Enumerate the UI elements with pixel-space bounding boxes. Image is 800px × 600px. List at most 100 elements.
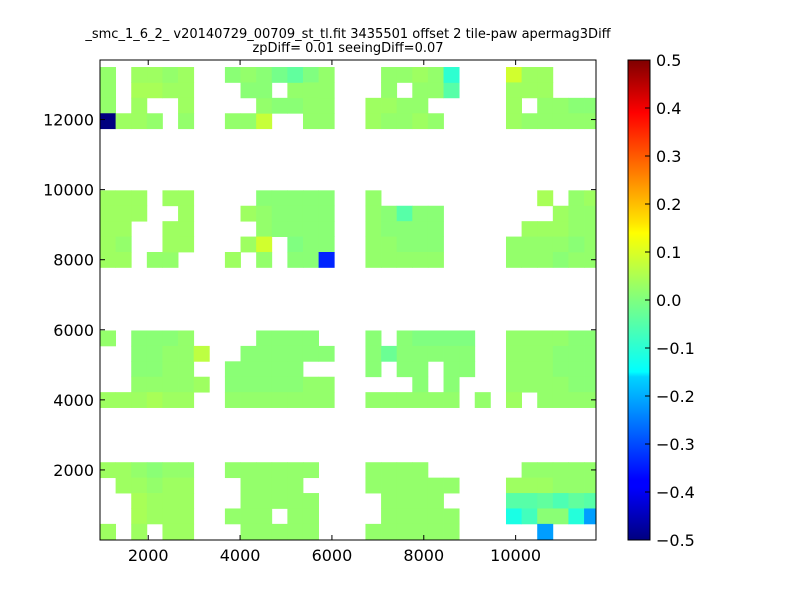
heatmap-cell — [240, 523, 257, 540]
heatmap-cell — [146, 376, 163, 393]
heatmap-cell — [302, 205, 319, 222]
heatmap-cell — [568, 97, 585, 114]
heatmap-cell — [146, 493, 163, 509]
heatmap-cell — [427, 345, 444, 362]
heatmap-cell — [443, 361, 460, 378]
heatmap-cell — [224, 67, 241, 83]
heatmap-cell — [365, 523, 382, 540]
heatmap-cell — [412, 236, 429, 253]
colorbar-tick-label: 0.0 — [656, 291, 681, 310]
heatmap-cell — [100, 113, 117, 130]
heatmap-cell — [396, 477, 413, 494]
heatmap-cell — [505, 477, 522, 494]
heatmap-cell — [381, 508, 398, 525]
y-tick-label: 6000 — [53, 321, 94, 340]
heatmap-cell — [584, 236, 597, 253]
heatmap-cell — [131, 205, 148, 222]
heatmap-cell — [584, 345, 597, 362]
heatmap-cell — [381, 252, 398, 268]
heatmap-cell — [146, 462, 163, 479]
heatmap-cell — [131, 330, 148, 347]
heatmap-cell — [396, 205, 413, 222]
heatmap-cell — [552, 477, 569, 494]
heatmap-cell — [365, 97, 382, 114]
heatmap-cell — [365, 221, 382, 237]
heatmap-cell — [256, 508, 273, 525]
heatmap-cell — [443, 376, 460, 393]
heatmap-cell — [256, 330, 273, 347]
heatmap-cell — [584, 205, 597, 222]
heatmap-cell — [537, 345, 554, 362]
heatmap-cell — [505, 392, 522, 408]
heatmap-cell — [427, 523, 444, 540]
heatmap-cell — [240, 113, 257, 130]
plot-area-background — [100, 60, 596, 540]
colorbar-ticks: 0.5 0.4 0.3 0.2 0.1 0.0 −0.1 −0.2 −0.3 −0.4 −0.5 — [645, 51, 695, 550]
heatmap-cell — [568, 190, 585, 207]
heatmap-cell — [162, 508, 179, 525]
heatmap-cell — [552, 97, 569, 114]
heatmap-cell — [271, 97, 288, 114]
heatmap-cell — [568, 508, 585, 525]
heatmap-cell — [256, 523, 273, 540]
colorbar-tick-label: 0.4 — [656, 99, 681, 118]
heatmap-cell — [568, 462, 585, 479]
heatmap-cell — [318, 113, 335, 130]
heatmap-cell — [178, 493, 195, 509]
heatmap-cell — [256, 236, 273, 253]
y-tick-label: 4000 — [53, 391, 94, 410]
heatmap-cell — [302, 97, 319, 114]
heatmap-cell — [537, 252, 554, 268]
heatmap-cell — [318, 205, 335, 222]
heatmap-cell — [521, 330, 538, 347]
heatmap-cell — [271, 523, 288, 540]
heatmap-cell — [256, 477, 273, 494]
colorbar-tick-label: −0.3 — [656, 435, 695, 454]
heatmap-cell — [100, 523, 117, 540]
colorbar-tick-label: 0.3 — [656, 147, 681, 166]
heatmap-cell — [256, 361, 273, 378]
heatmap-cell — [318, 252, 335, 268]
heatmap-cell — [115, 190, 132, 207]
heatmap-cell — [100, 97, 117, 114]
heatmap-cell — [537, 477, 554, 494]
heatmap-cell — [381, 82, 398, 99]
heatmap-cell — [302, 330, 319, 347]
heatmap-cell — [537, 113, 554, 130]
heatmap-cell — [224, 361, 241, 378]
heatmap-cell — [178, 330, 195, 347]
heatmap-cell — [584, 330, 597, 347]
heatmap-cell — [505, 252, 522, 268]
heatmap-cell — [412, 477, 429, 494]
x-tick-label: 8000 — [403, 546, 444, 565]
heatmap-cell — [474, 392, 491, 408]
heatmap-cell — [396, 508, 413, 525]
heatmap-cell — [537, 361, 554, 378]
heatmap-cell — [505, 376, 522, 393]
x-tick-label: 2000 — [128, 546, 169, 565]
heatmap-cell — [552, 330, 569, 347]
heatmap-cell — [318, 67, 335, 83]
colorbar-tick-label: −0.2 — [656, 387, 695, 406]
heatmap-cell — [568, 113, 585, 130]
heatmap-cell — [240, 376, 257, 393]
heatmap-cell — [162, 221, 179, 237]
heatmap-cell — [584, 493, 597, 509]
heatmap-cell — [584, 462, 597, 479]
y-axis-ticks: 2000 4000 6000 8000 10000 12000 — [43, 111, 596, 480]
heatmap-cell — [131, 477, 148, 494]
heatmap-cell — [178, 190, 195, 207]
heatmap-cell — [365, 205, 382, 222]
heatmap-cell — [365, 361, 382, 378]
heatmap-cell — [162, 392, 179, 408]
heatmap-cell — [412, 221, 429, 237]
heatmap-cell — [584, 221, 597, 237]
heatmap-cell — [224, 508, 241, 525]
colorbar-tick-label: −0.1 — [656, 339, 695, 358]
heatmap-cells — [100, 67, 597, 540]
heatmap-cell — [115, 236, 132, 253]
heatmap-cell — [131, 82, 148, 99]
heatmap-cell — [443, 82, 460, 99]
heatmap-cell — [537, 236, 554, 253]
